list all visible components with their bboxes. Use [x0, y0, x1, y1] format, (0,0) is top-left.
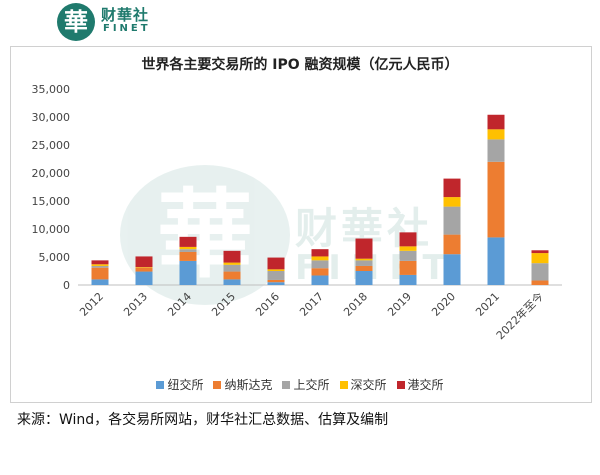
bar-segment — [399, 250, 417, 261]
bar-segment — [179, 236, 197, 247]
bar-segment — [531, 280, 549, 285]
bar-segment — [179, 251, 197, 261]
legend-swatch — [282, 381, 291, 389]
bar-segment — [135, 271, 153, 285]
logo-name-en: FINET — [103, 23, 151, 34]
bar-segment — [223, 279, 241, 285]
legend-swatch — [156, 381, 165, 389]
bar-segment — [487, 161, 505, 238]
x-tick-label: 2015 — [209, 290, 238, 319]
bar-segment — [223, 271, 241, 280]
bar-segment — [91, 279, 109, 285]
bar-segment — [399, 274, 417, 285]
bar-segment — [267, 271, 285, 280]
y-tick-label: 10,000 — [32, 223, 71, 236]
bar-segment — [267, 257, 285, 270]
legend-item: 深交所 — [339, 376, 387, 393]
legend-swatch — [396, 381, 405, 389]
y-tick-label: 20,000 — [32, 167, 71, 180]
bar-segment — [487, 237, 505, 285]
bar-segment — [311, 260, 329, 269]
x-tick-label: 2016 — [253, 290, 282, 319]
bar-segment — [135, 267, 153, 272]
bar-segment — [355, 260, 373, 266]
bar-segment — [531, 250, 549, 254]
bar-segment — [91, 264, 109, 266]
legend-label: 深交所 — [350, 378, 387, 392]
x-tick-label: 2013 — [121, 290, 150, 319]
bar-segment — [443, 178, 461, 198]
x-tick-label: 2021 — [473, 290, 502, 319]
bar-segment — [355, 258, 373, 261]
bar-segment — [531, 263, 549, 281]
source-note: 来源：Wind，各交易所网站，财华社汇总数据、估算及编制 — [17, 412, 389, 428]
x-tick-label: 2012 — [77, 290, 106, 319]
legend-label: 上交所 — [293, 378, 330, 392]
legend-item: 港交所 — [396, 376, 444, 393]
legend-item: 上交所 — [282, 376, 330, 393]
bar-segment — [443, 234, 461, 255]
chart-legend: 纽交所 纳斯达克 上交所 深交所 港交所 — [0, 376, 600, 393]
bar-segment — [179, 249, 197, 252]
bar-segment — [135, 256, 153, 268]
bar-segment — [267, 282, 285, 285]
legend-label: 港交所 — [407, 378, 444, 392]
logo-name-cn: 财華社 — [101, 6, 150, 24]
legend-swatch — [213, 381, 222, 389]
y-tick-label: 15,000 — [32, 195, 71, 208]
x-tick-label: 2014 — [165, 290, 194, 319]
bar-segment — [443, 197, 461, 207]
bar-segment — [399, 232, 417, 247]
y-tick-label: 25,000 — [32, 139, 71, 152]
bar-segment — [91, 260, 109, 265]
logo-icon: 華 — [57, 3, 95, 41]
bar-segment — [443, 206, 461, 235]
bar-segment — [311, 275, 329, 285]
x-tick-label: 2018 — [341, 290, 370, 319]
bar-segment — [487, 139, 505, 162]
y-tick-label: 35,000 — [32, 83, 71, 96]
bar-segment — [487, 114, 505, 130]
bar-segment — [267, 269, 285, 271]
x-tick-label: 2022年至今 — [493, 289, 546, 342]
bar-segment — [135, 267, 153, 268]
bar-segment — [91, 265, 109, 268]
bar-segment — [355, 271, 373, 285]
bar-segment — [355, 238, 373, 259]
chart-title: 世界各主要交易所的 IPO 融资规模（亿元人民币） — [141, 57, 459, 73]
bar-segment — [179, 260, 197, 285]
bar-segment — [223, 250, 241, 263]
y-tick-label: 5,000 — [39, 251, 71, 264]
legend-swatch — [339, 381, 348, 389]
bar-segment — [267, 279, 285, 283]
legend-item: 纳斯达克 — [213, 376, 272, 393]
bar-segment — [355, 265, 373, 271]
bar-segment — [531, 253, 549, 264]
y-tick-label: 0 — [63, 279, 70, 292]
bar-segment — [91, 267, 109, 280]
bar-segment — [311, 249, 329, 257]
legend-label: 纽交所 — [167, 378, 204, 392]
x-tick-label: 2019 — [385, 290, 414, 319]
legend-item: 纽交所 — [156, 376, 203, 393]
bar-segment — [179, 246, 197, 250]
bar-segment — [223, 264, 241, 272]
bar-segment — [443, 254, 461, 285]
x-tick-label: 2017 — [297, 290, 326, 319]
y-tick-label: 30,000 — [32, 111, 71, 124]
bar-segment — [311, 256, 329, 261]
bar-segment — [311, 268, 329, 276]
bar-segment — [399, 246, 417, 251]
bar-segment — [223, 262, 241, 265]
bar-segment — [399, 260, 417, 275]
x-tick-label: 2020 — [429, 290, 458, 319]
bar-segment — [487, 129, 505, 140]
legend-label: 纳斯达克 — [224, 378, 273, 392]
